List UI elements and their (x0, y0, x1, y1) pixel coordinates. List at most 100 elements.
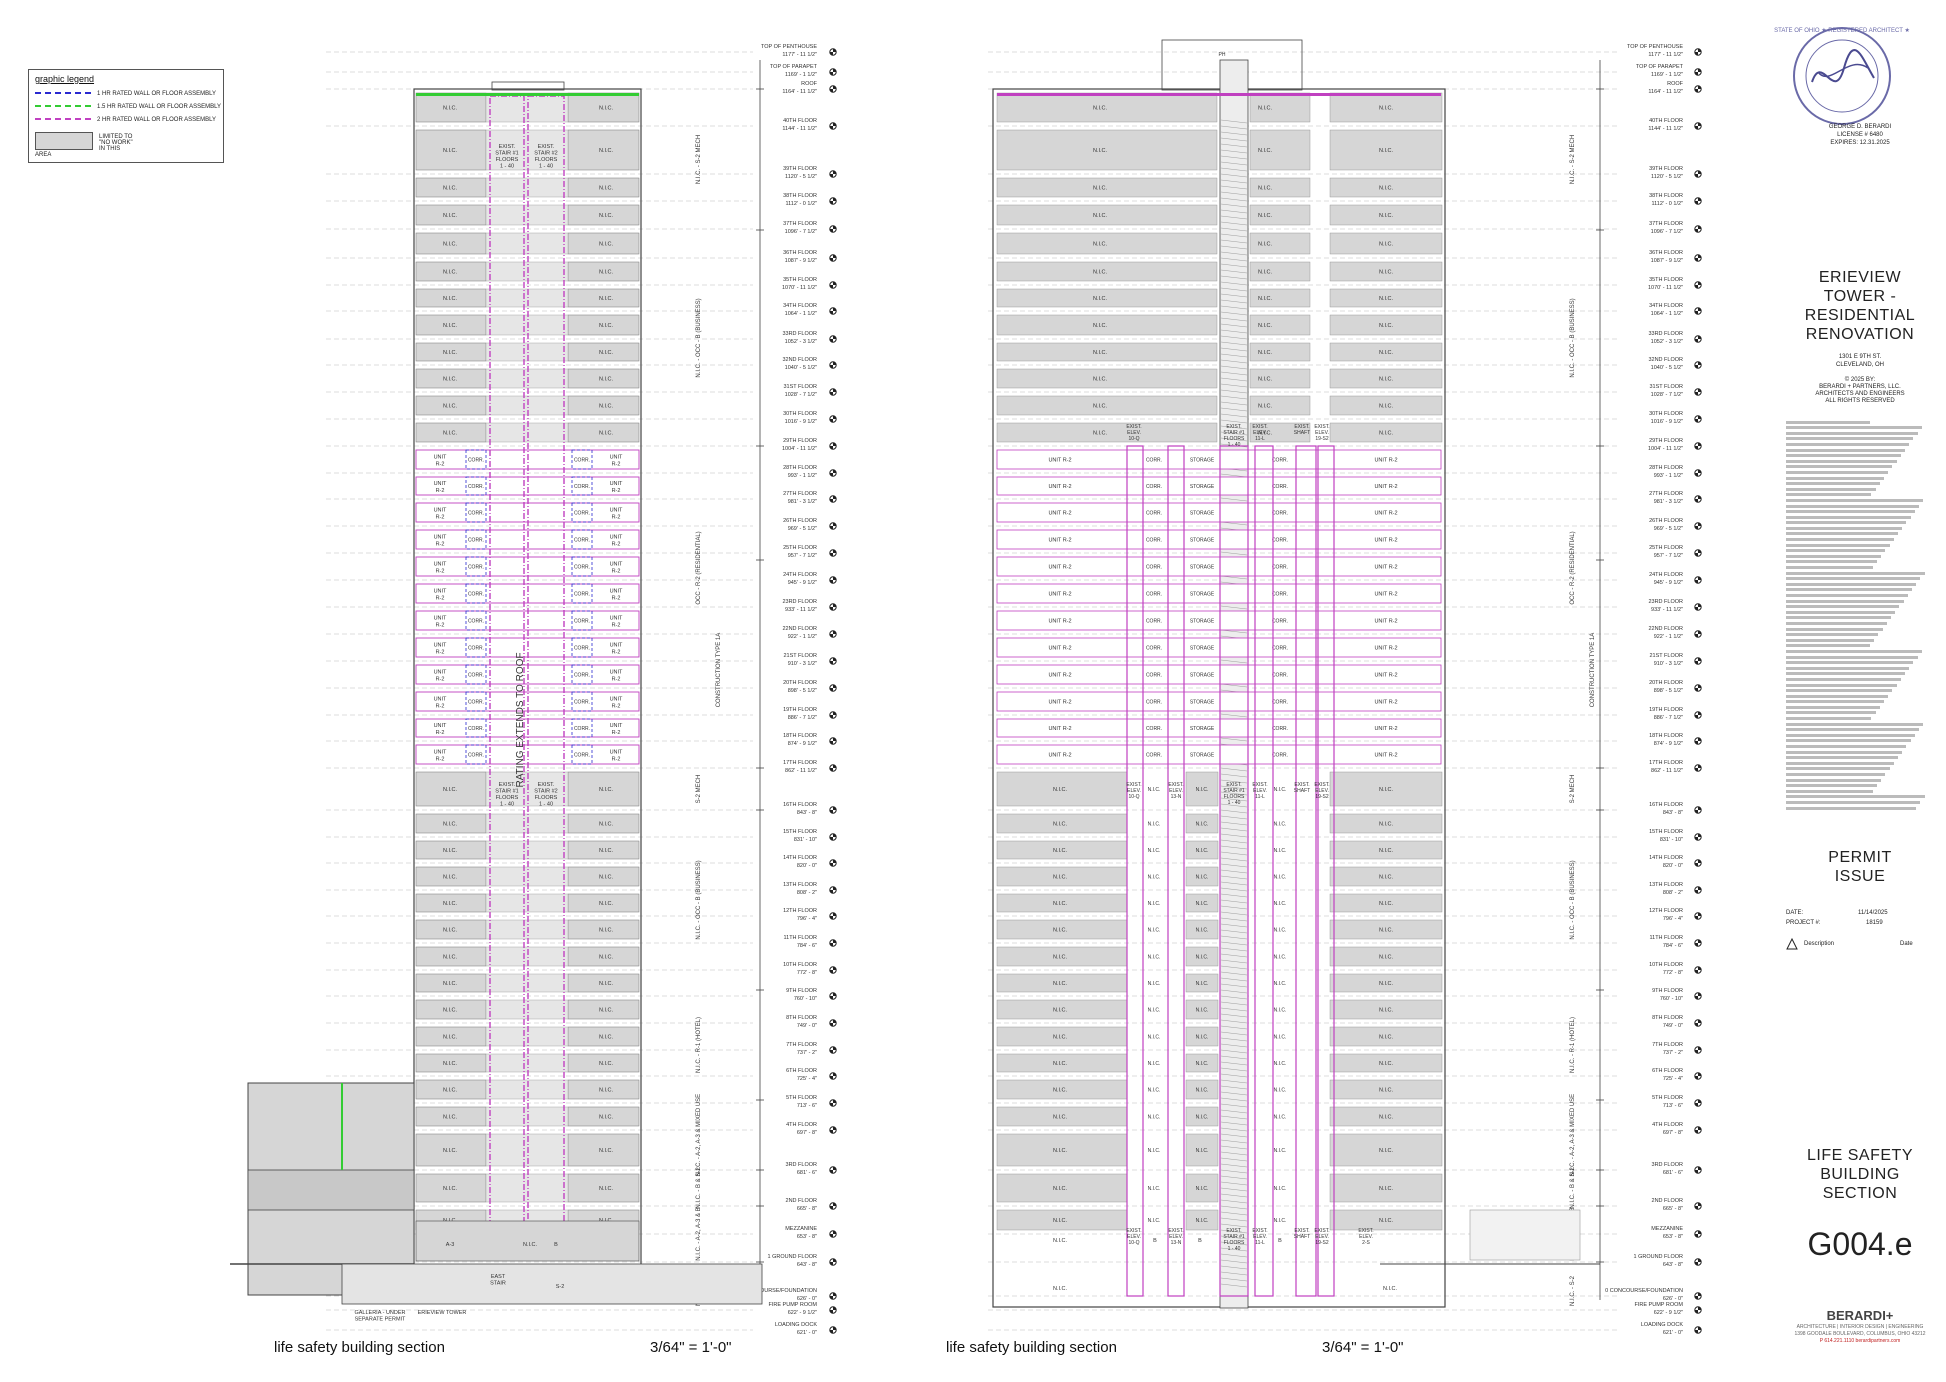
note-line (1786, 756, 1898, 760)
nic-lower-right-label-30: N.I.C. (1379, 875, 1394, 881)
right-section-caption: life safety building section (946, 1339, 1117, 1356)
stair-tread (1220, 1019, 1248, 1024)
core-zone-27 (485, 771, 569, 807)
stair-tread (1220, 1211, 1248, 1216)
level-elev-0-23: 898' - 5 1/2" (788, 688, 817, 694)
nic-label-left-39: N.I.C. (443, 1115, 458, 1121)
nic-lower-r-label-29: N.I.C. (1274, 848, 1287, 854)
stair-1-label-upper-line-3: 1 - 40 (500, 164, 514, 170)
level-marker-fill-1-9 (1694, 307, 1702, 315)
corr-label-left-26: CORR. (468, 753, 484, 759)
stair-tread (1220, 551, 1248, 556)
stair-tread (1220, 971, 1248, 976)
corr-b-right-25: CORR. (1272, 726, 1288, 732)
stair-tread (1220, 965, 1248, 970)
level-marker-fill-1-17 (1694, 522, 1702, 530)
stair-tread (1220, 227, 1248, 232)
level-elev-1-33: 772' - 8" (1663, 970, 1683, 976)
level-marker-fill-1-20 (1694, 603, 1702, 611)
rating-extends-label: RATING EXTENDS TO ROOF (515, 652, 526, 787)
storage-b-22: STORAGE (1190, 646, 1215, 652)
unit-b-right-25: UNIT R-2 (1374, 726, 1397, 732)
level-elev-1-1: 1169' - 1 1/2" (1651, 72, 1683, 78)
res-floor-b-22 (996, 637, 1442, 658)
unit-b-left-16: UNIT R-2 (1048, 484, 1071, 490)
level-name-1-2: ROOF (1667, 81, 1684, 87)
nic-upper-mid-12 (1249, 368, 1311, 389)
nic-lower-right-29 (1329, 840, 1443, 860)
level-elev-1-32: 784' - 6" (1663, 943, 1683, 949)
corr-b-right-19: CORR. (1272, 565, 1288, 571)
level-marker-fill-0-10 (829, 335, 837, 343)
unit-label-left-18: UNIT (434, 535, 447, 541)
nic-lower-mid-label-42: N.I.C. (1196, 1218, 1209, 1224)
level-name-0-40: 3RD FLOOR (786, 1162, 818, 1168)
band-label-1-3: CONSTRUCTION TYPE 1A (1590, 633, 1596, 708)
nic-lower-r-label-28: N.I.C. (1274, 822, 1287, 828)
level-elev-0-40: 681' - 6" (797, 1170, 817, 1176)
note-line (1786, 426, 1922, 430)
date-value: 11/14/2025 (1858, 910, 1888, 916)
level-name-0-8: 35TH FLOOR (783, 277, 817, 283)
level-marker-fill-0-2 (829, 85, 837, 93)
nic-lower-mid-33 (1185, 946, 1219, 967)
level-name-0-28: 15TH FLOOR (783, 829, 817, 835)
level-elev-0-41: 665' - 8" (797, 1206, 817, 1212)
core-zone-5 (485, 177, 569, 198)
unit-label-right-22: UNIT (610, 643, 623, 649)
stair-tread (1220, 173, 1248, 178)
unit-type-right-24: R-2 (612, 704, 621, 710)
core-zone-10 (485, 314, 569, 336)
sheet-title-1: LIFE SAFETY (1807, 1147, 1913, 1164)
corr-label-left-20: CORR. (468, 592, 484, 598)
note-line (1786, 482, 1880, 486)
stair-label-b-lower-line-0: EXIST. (1226, 1228, 1241, 1234)
nic-lower-r-label-39: N.I.C. (1274, 1115, 1287, 1121)
stair-tread (1220, 1223, 1248, 1228)
level-name-1-42: MEZZANINE (1651, 1226, 1683, 1232)
stair-tread (1220, 191, 1248, 196)
level-elev-1-8: 1070' - 11 1/2" (1648, 285, 1683, 291)
corr-label-right-17: CORR. (574, 511, 590, 517)
level-marker-fill-0-42 (829, 1230, 837, 1238)
basement-s2-label: S-2 (556, 1284, 565, 1290)
note-line (1786, 532, 1898, 536)
unit-type-left-17: R-2 (436, 515, 445, 521)
corr-b-left-20: CORR. (1146, 592, 1162, 598)
nic-upper-mid-label-5: N.I.C. (1258, 186, 1273, 192)
architect-seal (1793, 27, 1891, 125)
elev-11l-label-lower-line-2: 11-L (1255, 1240, 1265, 1246)
corr-b-right-20: CORR. (1272, 592, 1288, 598)
elev-11l-label-mid-line-2: 11-L (1255, 794, 1265, 800)
elev-10q-label-lower-line-2: 10-Q (1128, 1240, 1139, 1246)
level-marker-fill-1-21 (1694, 630, 1702, 638)
corr-b-right-26: CORR. (1272, 753, 1288, 759)
elev-13n-label-mid-line-1: ELEV. (1169, 788, 1183, 794)
core-zone-41 (485, 1173, 569, 1203)
level-elev-0-42: 653' - 8" (797, 1234, 817, 1240)
elev-11l-label-mid-line-0: EXIST. (1252, 782, 1267, 788)
level-marker-fill-1-4 (1694, 170, 1702, 178)
core-zone-38 (485, 1079, 569, 1100)
nic-lower-mid-label-32: N.I.C. (1196, 928, 1209, 934)
stair-tread (1220, 1031, 1248, 1036)
note-line (1786, 649, 1922, 653)
nic-lower-right-label-41: N.I.C. (1379, 1186, 1394, 1192)
level-marker-fill-1-15 (1694, 469, 1702, 477)
nic-upper-mid-label-3: N.I.C. (1258, 106, 1273, 112)
elev-19s2-label-lower-line-2: 19-S2 (1315, 1240, 1329, 1246)
corr-b-right-22: CORR. (1272, 646, 1288, 652)
stair-tread (1220, 1163, 1248, 1168)
stair-tread (1220, 1181, 1248, 1186)
stair-tread (1220, 875, 1248, 880)
level-marker-fill-0-5 (829, 197, 837, 205)
band-label-1-6: N.I.C. - R-1 (HOTEL) (1570, 1017, 1576, 1073)
level-marker-fill-1-32 (1694, 939, 1702, 947)
level-name-0-31: 12TH FLOOR (783, 908, 817, 914)
nic-lower-mid-34 (1185, 973, 1219, 993)
stair-tread (1220, 365, 1248, 370)
level-elev-0-35: 749' - 0" (797, 1023, 817, 1029)
rated-shaft-b-5 (1317, 445, 1335, 1297)
stair-tread (1220, 953, 1248, 958)
nic-lower-mid-label-29: N.I.C. (1196, 848, 1209, 854)
